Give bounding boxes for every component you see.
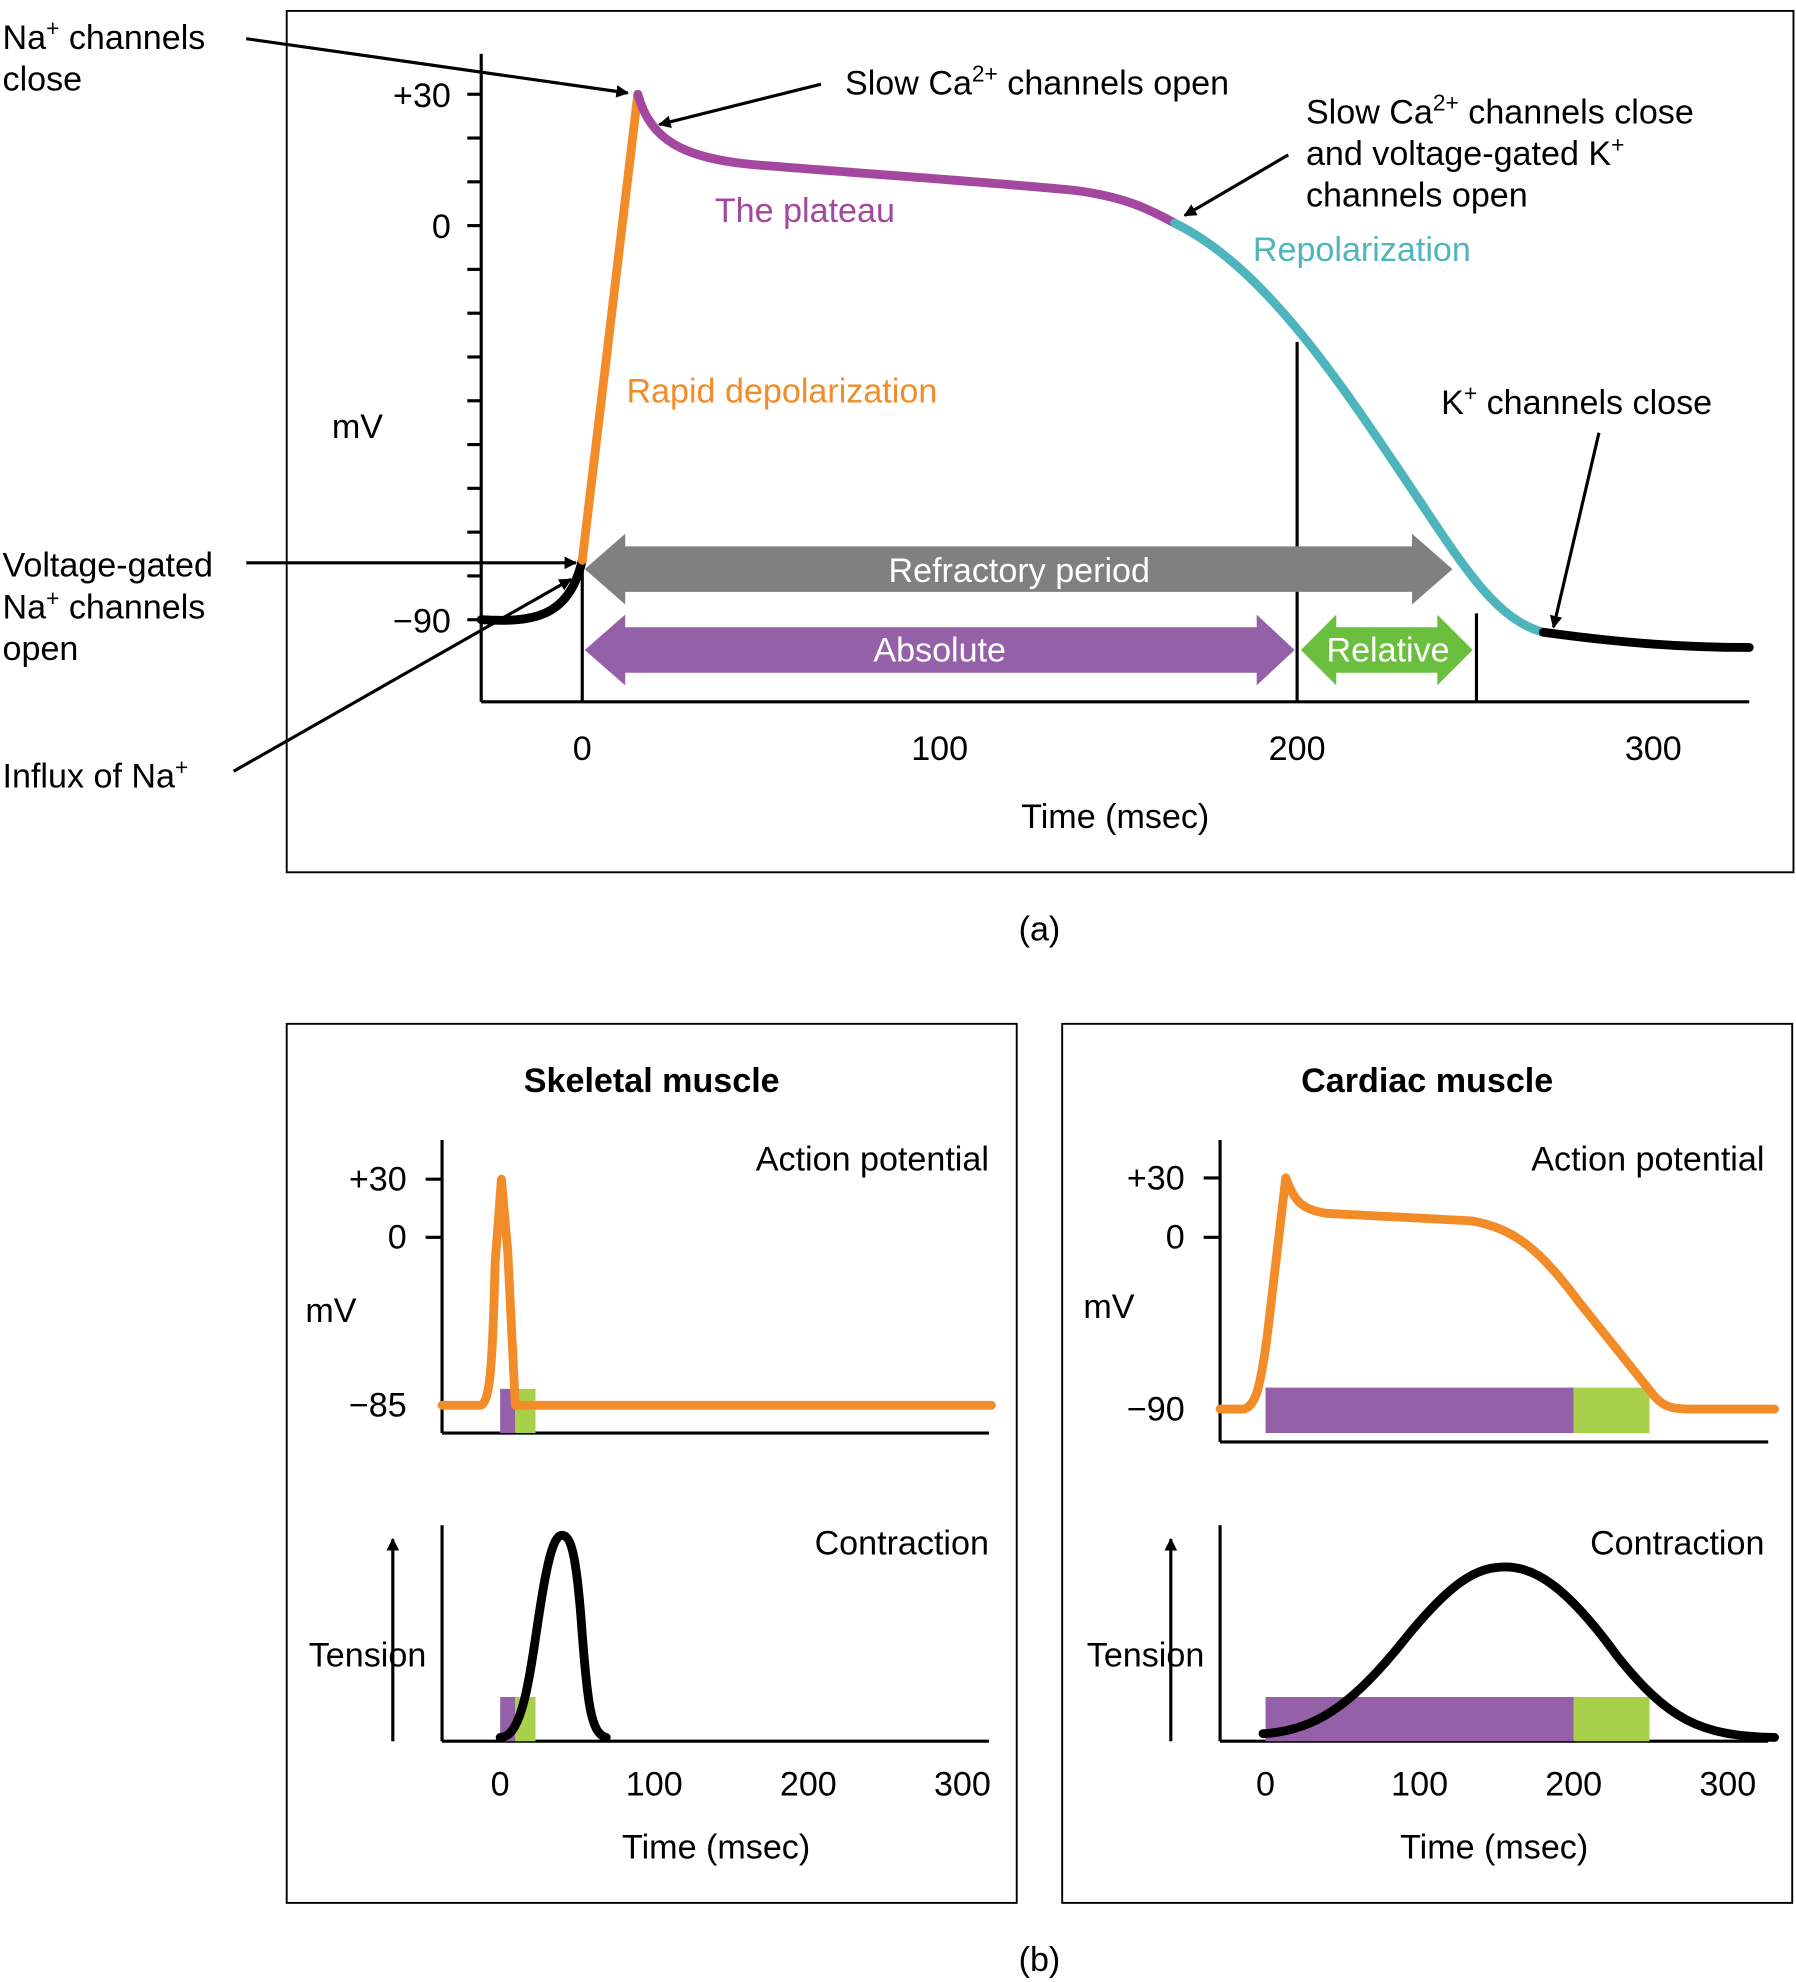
tension-label: Tension	[1087, 1637, 1205, 1675]
x-axis-label: Time (msec)	[622, 1829, 810, 1867]
y-tick-label: 0	[432, 208, 451, 246]
annotation-arrow	[246, 37, 629, 98]
voltage-gated-label-line2: Na+ channels	[3, 585, 206, 627]
x-axis-label: Time (msec)	[1400, 1829, 1588, 1867]
x-axis-label: Time (msec)	[1021, 798, 1209, 836]
skeletal-frame	[285, 1022, 1018, 1904]
cardiac-action-potential-curve	[1215, 1173, 1779, 1414]
cardiac-ap-label: Action potential	[1531, 1140, 1764, 1178]
x-tick-label: 300	[934, 1766, 991, 1804]
y-tick-label: −85	[349, 1387, 407, 1425]
x-tick-label: 0	[1256, 1766, 1275, 1804]
k-channels-close-label: K+ channels close	[1441, 380, 1712, 422]
relative-bar	[1573, 1387, 1650, 1434]
annotation-arrow	[232, 577, 572, 773]
annotation-arrow	[1549, 432, 1601, 629]
na-channels-close-label-line2: close	[3, 60, 83, 98]
refractory-period-arrow	[584, 533, 1453, 605]
panel-b-caption: (b)	[1019, 1941, 1061, 1979]
depolarization-curve	[577, 89, 643, 565]
rapid-depolarization-label: Rapid depolarization	[626, 372, 937, 410]
relative-bar	[1573, 1697, 1650, 1742]
x-tick-label: 300	[1625, 730, 1682, 768]
x-tick-label: 0	[573, 730, 592, 768]
cardiac-muscle-panel: Cardiac muscle Action potential +30 0 −9…	[1061, 1022, 1794, 1904]
x-tick-label: 0	[491, 1766, 510, 1804]
panel-a-caption: (a)	[1019, 910, 1061, 948]
panel-b: Skeletal muscle Action potential +30 0 −…	[285, 1022, 1794, 1979]
cardiac-title: Cardiac muscle	[1301, 1062, 1553, 1100]
panel-a-frame	[285, 9, 1795, 874]
skeletal-ap-label: Action potential	[756, 1140, 989, 1178]
x-tick-label: 100	[1391, 1766, 1448, 1804]
y-tick-label: 0	[388, 1219, 407, 1257]
ca-channels-open-label: Slow Ca2+ channels open	[845, 61, 1229, 103]
y-axis-label: mV	[332, 408, 383, 446]
x-tick-label: 100	[911, 730, 968, 768]
x-tick-label: 200	[780, 1766, 837, 1804]
absolute-bar	[1265, 1387, 1574, 1434]
cardiac-contraction-label: Contraction	[1590, 1524, 1764, 1562]
relative-period-label: Relative	[1326, 631, 1449, 669]
cardiac-frame	[1061, 1022, 1794, 1904]
tension-label: Tension	[309, 1637, 427, 1675]
recovery-curve	[1538, 627, 1754, 652]
skeletal-contraction-label: Contraction	[815, 1524, 989, 1562]
resting-curve	[476, 555, 587, 625]
x-tick-label: 300	[1699, 1766, 1756, 1804]
voltage-gated-label-line3: open	[3, 630, 79, 668]
na-channels-close-label: Na+ channels	[3, 15, 206, 57]
skeletal-title: Skeletal muscle	[524, 1062, 780, 1100]
influx-na-label: Influx of Na+	[3, 754, 189, 796]
ca-channels-close-label-line3: channels open	[1306, 177, 1528, 215]
refractory-period-label: Refractory period	[888, 552, 1150, 590]
y-tick-label: −90	[393, 602, 451, 640]
skeletal-muscle-panel: Skeletal muscle Action potential +30 0 −…	[285, 1022, 1018, 1904]
absolute-period-arrow	[584, 614, 1295, 686]
cardiac-contraction-curve	[1258, 1562, 1779, 1742]
y-tick-label: 0	[1166, 1219, 1185, 1257]
repolarization-curve	[1170, 218, 1548, 637]
panel-a: +30 0 −90 mV 0 100 200 300 Time (msec) R…	[3, 9, 1795, 948]
y-tick-label: −90	[1127, 1390, 1185, 1428]
annotation-arrow	[1183, 153, 1290, 217]
skeletal-action-potential-curve	[437, 1174, 996, 1410]
y-axis-label: mV	[1083, 1288, 1134, 1326]
absolute-period-label: Absolute	[873, 631, 1006, 669]
x-tick-label: 100	[626, 1766, 683, 1804]
plateau-label: The plateau	[715, 192, 895, 230]
skeletal-contraction-curve	[495, 1530, 611, 1742]
voltage-gated-label: Voltage-gated	[3, 547, 213, 585]
relative-bar	[515, 1388, 536, 1434]
relative-period-arrow	[1300, 614, 1473, 686]
y-axis-ticks	[467, 92, 482, 622]
x-tick-label: 200	[1545, 1766, 1602, 1804]
plateau-curve	[633, 89, 1180, 228]
y-tick-label: +30	[393, 77, 451, 115]
x-tick-label: 200	[1269, 730, 1326, 768]
y-tick-label: +30	[349, 1161, 407, 1199]
repolarization-label: Repolarization	[1253, 231, 1471, 269]
annotation-arrow	[658, 82, 822, 128]
y-tick-label: +30	[1127, 1159, 1185, 1197]
ca-channels-close-label-line2: and voltage-gated K+	[1306, 131, 1624, 173]
y-axis-label: mV	[305, 1292, 356, 1330]
ca-channels-close-label: Slow Ca2+ channels close	[1306, 90, 1694, 132]
